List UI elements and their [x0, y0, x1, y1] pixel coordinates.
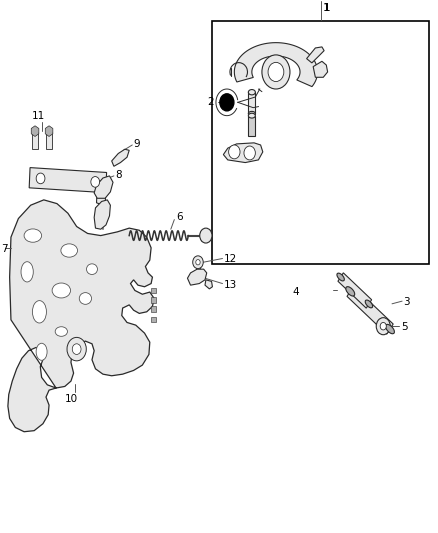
Polygon shape	[94, 176, 113, 198]
Polygon shape	[8, 200, 154, 432]
Text: 13: 13	[223, 280, 237, 289]
Polygon shape	[338, 273, 371, 308]
Polygon shape	[248, 92, 255, 114]
Bar	[151, 288, 156, 293]
Bar	[151, 306, 156, 312]
Polygon shape	[205, 280, 212, 289]
Ellipse shape	[365, 300, 373, 308]
Text: 9: 9	[134, 139, 140, 149]
Text: 11: 11	[32, 111, 45, 121]
Bar	[212, 21, 429, 264]
Circle shape	[91, 176, 99, 187]
Circle shape	[196, 260, 200, 265]
Ellipse shape	[32, 301, 46, 323]
Bar	[32, 132, 38, 149]
Ellipse shape	[337, 273, 344, 281]
Circle shape	[200, 228, 212, 243]
Ellipse shape	[21, 262, 33, 282]
Ellipse shape	[79, 293, 92, 304]
Bar	[151, 317, 156, 322]
Circle shape	[36, 173, 45, 184]
Circle shape	[229, 145, 240, 159]
Bar	[151, 297, 156, 303]
Ellipse shape	[36, 343, 47, 360]
Text: 4: 4	[293, 287, 299, 297]
Polygon shape	[234, 43, 318, 86]
Text: 1: 1	[323, 3, 330, 13]
Text: 5: 5	[401, 322, 407, 332]
Polygon shape	[29, 167, 106, 193]
Polygon shape	[347, 286, 393, 334]
Text: 1: 1	[324, 3, 331, 13]
Polygon shape	[112, 149, 129, 166]
Bar	[196, 262, 200, 273]
Circle shape	[262, 55, 290, 89]
Text: 2: 2	[207, 98, 214, 107]
Ellipse shape	[24, 229, 42, 242]
Circle shape	[376, 318, 390, 335]
Circle shape	[72, 344, 81, 354]
Text: 3: 3	[403, 297, 410, 307]
Ellipse shape	[248, 114, 255, 118]
Ellipse shape	[248, 111, 255, 116]
Text: 10: 10	[65, 394, 78, 403]
Text: 7: 7	[1, 244, 7, 254]
Circle shape	[380, 322, 386, 330]
Circle shape	[193, 256, 203, 269]
Circle shape	[244, 146, 255, 160]
Ellipse shape	[248, 90, 255, 95]
Ellipse shape	[61, 244, 78, 257]
Ellipse shape	[55, 327, 67, 336]
Polygon shape	[313, 61, 328, 77]
Circle shape	[67, 337, 86, 361]
Polygon shape	[307, 47, 324, 63]
Text: 12: 12	[223, 254, 237, 263]
Bar	[46, 132, 52, 149]
Polygon shape	[187, 269, 207, 285]
Ellipse shape	[86, 264, 97, 274]
Ellipse shape	[385, 325, 394, 334]
Polygon shape	[96, 192, 106, 206]
Text: 6: 6	[176, 213, 183, 222]
Polygon shape	[223, 143, 263, 163]
Circle shape	[220, 94, 234, 111]
Polygon shape	[248, 116, 255, 136]
Ellipse shape	[52, 283, 71, 298]
Text: 8: 8	[115, 170, 121, 180]
Circle shape	[268, 62, 284, 82]
Polygon shape	[94, 200, 110, 229]
Ellipse shape	[346, 287, 355, 296]
